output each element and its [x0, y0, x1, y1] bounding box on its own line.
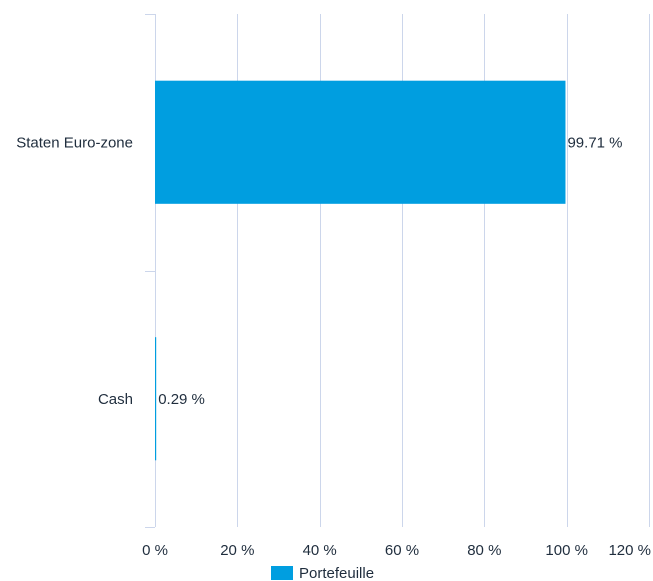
x-tick-label-5: 100 % [545, 542, 588, 559]
legend-swatch-portefeuille[interactable] [271, 566, 293, 580]
x-axis-ticks: 0 % 20 % 40 % 60 % 80 % 100 % 120 % [142, 542, 651, 559]
category-labels: Staten Euro-zone Cash [16, 134, 133, 408]
bar-series [155, 80, 566, 461]
data-label-0: 99.71 % [567, 134, 622, 151]
data-labels: 99.71 % 0.29 % [158, 134, 622, 408]
bar-0[interactable] [155, 80, 566, 204]
x-tick-label-2: 40 % [303, 542, 337, 559]
data-label-1: 0.29 % [158, 391, 205, 408]
category-label-0: Staten Euro-zone [16, 134, 133, 151]
x-tick-label-4: 80 % [467, 542, 501, 559]
legend[interactable]: Portefeuille [271, 565, 374, 581]
x-tick-label-6: 120 % [608, 542, 651, 559]
x-tick-label-1: 20 % [220, 542, 254, 559]
x-tick-label-0: 0 % [142, 542, 168, 559]
category-axis [145, 14, 156, 528]
legend-label-portefeuille[interactable]: Portefeuille [299, 565, 374, 581]
x-tick-label-3: 60 % [385, 542, 419, 559]
bar-1[interactable] [155, 337, 157, 461]
category-label-1: Cash [98, 391, 133, 408]
